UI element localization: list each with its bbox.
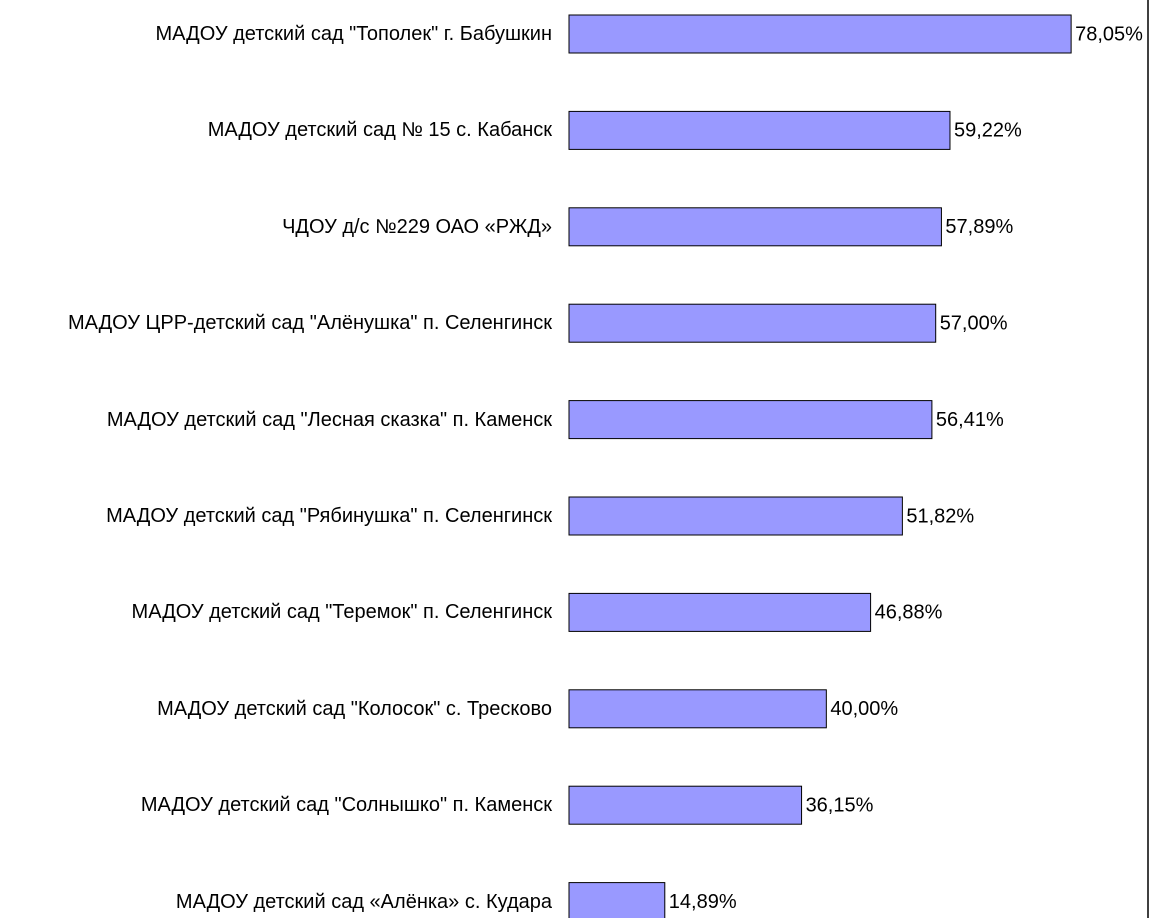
category-label: МАДОУ детский сад № 15 с. Кабанск: [207, 119, 552, 142]
value-label: 57,89%: [945, 216, 1013, 238]
bar: [568, 110, 951, 150]
category-label: МАДОУ детский сад "Колосок" с. Тресково: [157, 697, 552, 720]
value-label: 51,82%: [906, 505, 974, 527]
bar: [568, 400, 933, 440]
category-label: МАДОУ детский сад «Алёнка» с. Кудара: [175, 890, 552, 913]
category-label: МАДОУ детский сад "Тополек" г. Бабушкин: [155, 23, 552, 45]
value-label: 78,05%: [1075, 23, 1143, 45]
category-label: МАДОУ детский сад "Теремок" п. Селенгинс…: [131, 601, 552, 624]
value-label: 56,41%: [936, 409, 1004, 431]
category-label: МАДОУ ЦРР-детский сад "Алёнушка" п. Селе…: [67, 312, 552, 335]
bar: [568, 496, 903, 536]
category-label: МАДОУ детский сад "Солнышко" п. Каменск: [140, 794, 552, 817]
bar: [568, 689, 827, 729]
value-label: 36,15%: [806, 794, 874, 816]
bar: [568, 207, 942, 247]
bar: [568, 785, 803, 825]
value-label: 40,00%: [830, 698, 898, 720]
value-label: 14,89%: [669, 891, 737, 913]
bar: [568, 303, 937, 343]
bar: [568, 882, 666, 918]
bar: [568, 592, 872, 632]
category-label: МАДОУ детский сад "Рябинушка" п. Селенги…: [106, 505, 552, 527]
category-label: МАДОУ детский сад "Лесная сказка" п. Кам…: [106, 408, 552, 431]
category-label: ЧДОУ д/с №229 ОАО «РЖД»: [282, 215, 552, 238]
bar: [568, 14, 1072, 54]
value-label: 57,00%: [940, 312, 1008, 334]
value-label: 46,88%: [875, 602, 943, 624]
value-label: 59,22%: [954, 120, 1022, 142]
